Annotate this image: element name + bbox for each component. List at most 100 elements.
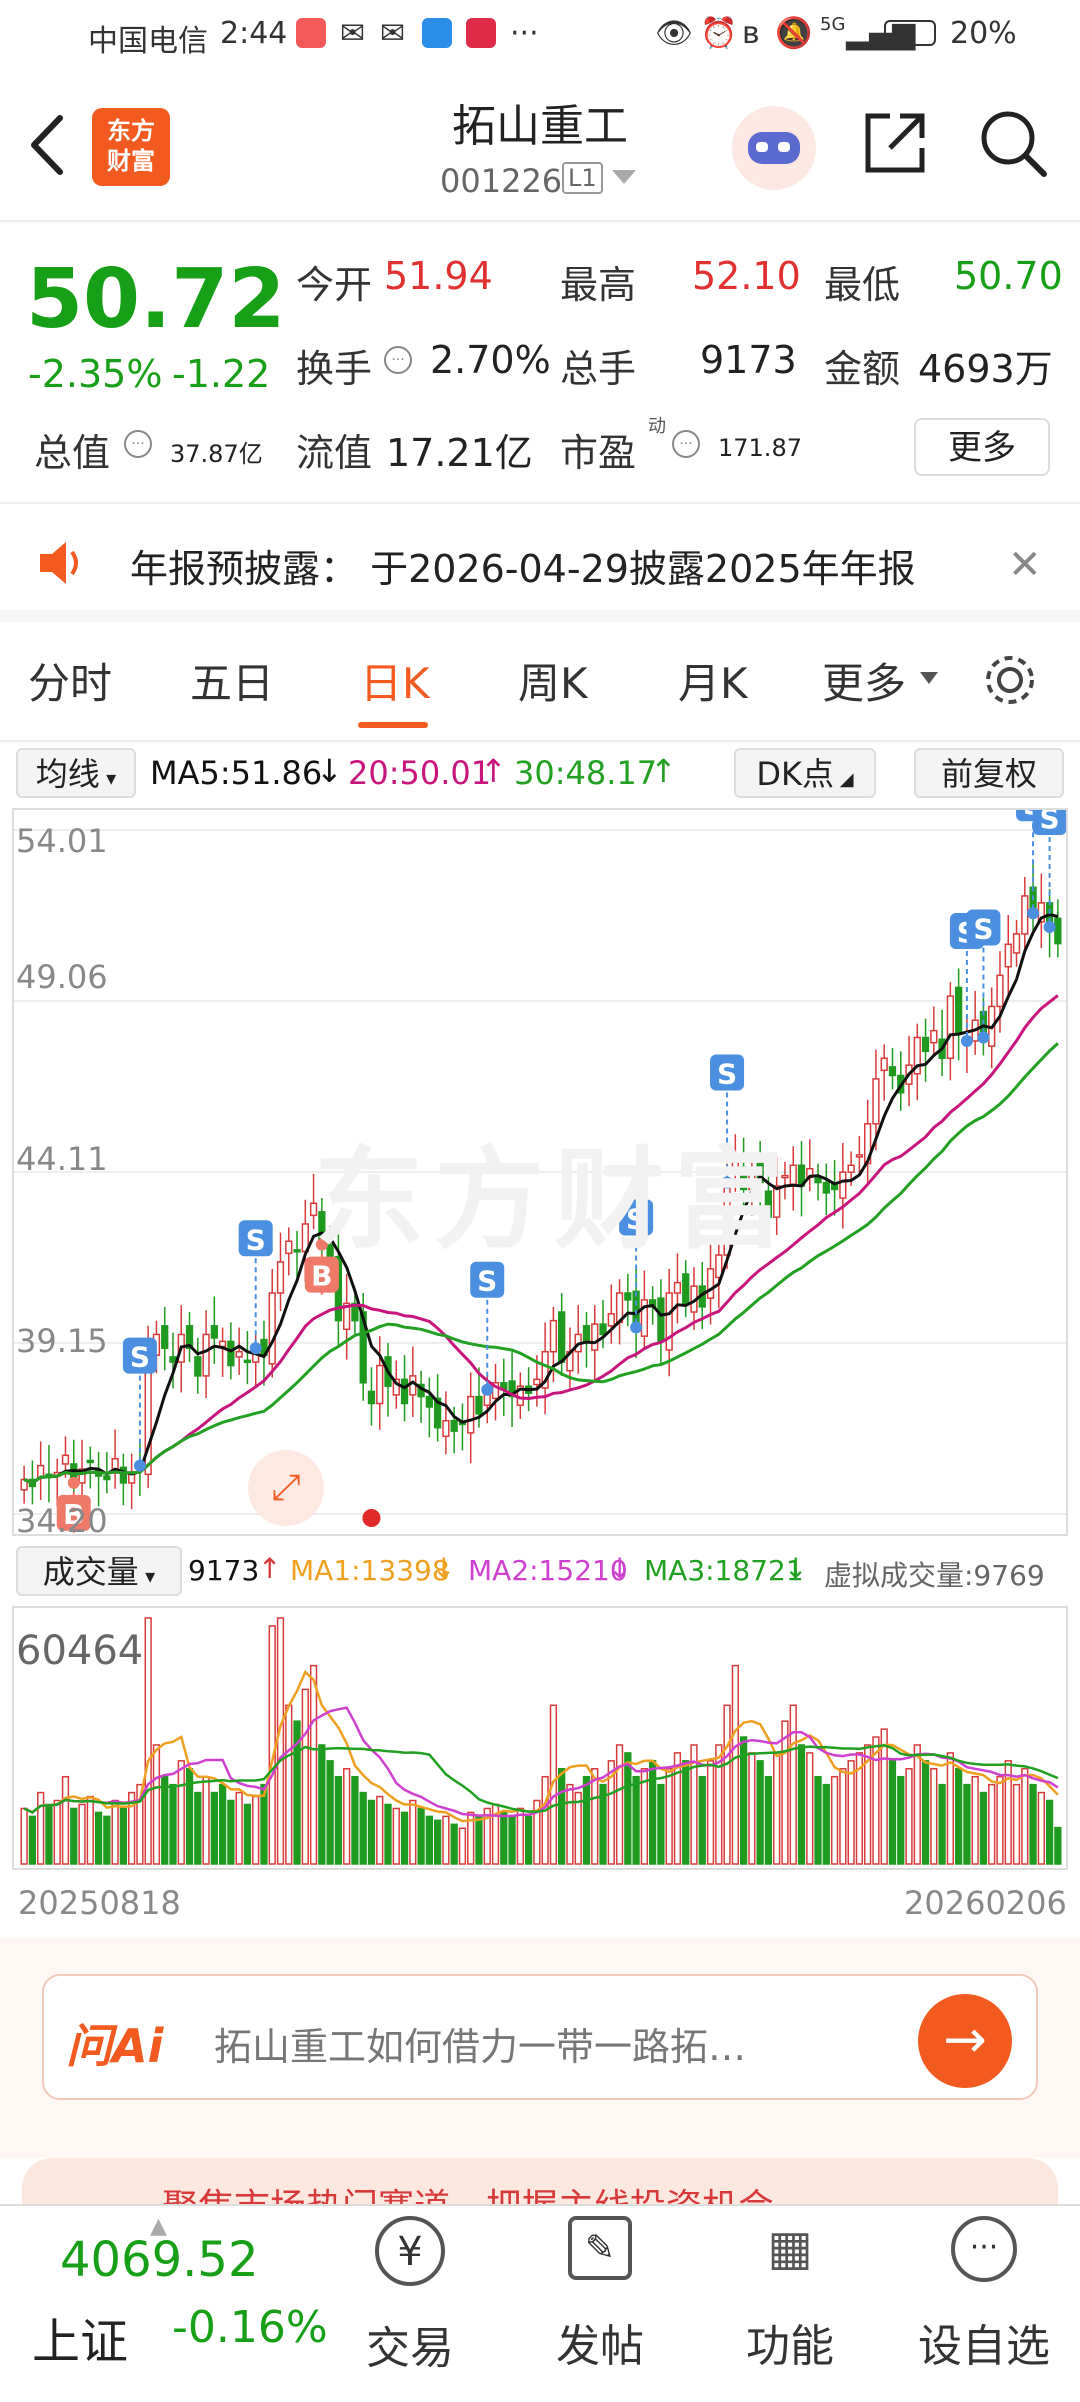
info-icon[interactable]: ··· [384,346,412,374]
chevron-down-icon[interactable] [920,672,938,684]
volume-bar [748,1752,756,1865]
back-button[interactable] [22,110,72,184]
more-quote-button[interactable]: 更多 [914,418,1050,476]
arrow-right-icon[interactable]: → [918,1994,1012,2088]
nav-trade[interactable]: ¥ 交易 [350,2216,470,2376]
dk-point-button[interactable]: DK点 ◢ [734,748,876,798]
chevron-up-icon[interactable]: ▲ [150,2214,167,2239]
nav-post[interactable]: ✎ 发帖 [540,2216,660,2374]
search-icon[interactable] [976,106,1050,184]
candle-body [946,995,955,1059]
ma-selector[interactable]: 均线 ▾ [16,748,136,798]
tab-daily-k[interactable]: 日K [360,659,430,708]
down-arrow-icon: ↓ [432,1552,456,1585]
candle-body [855,1154,864,1158]
candle-body [169,1356,177,1363]
stock-name[interactable]: 拓山重工 [452,101,628,152]
volume-bar [433,1819,442,1865]
y-tick-label: 44.11 [16,1140,108,1178]
ai-question[interactable]: 拓山重工如何借力一带一路拓… [214,2025,747,2069]
ma30-line [23,1042,1059,1485]
volume-bar [781,1720,789,1865]
candle-body [1021,895,1029,935]
kline-chart[interactable]: BSSBSSSSSSS 东方财富 54.01 49.06 44.11 39.15… [12,785,1068,1540]
volume-label: 总手 [560,347,637,391]
tab-five-day[interactable]: 五日 [190,659,275,708]
nav-watchlist[interactable]: ··· 设自选 [894,2216,1074,2374]
low-value: 50.70 [954,254,1063,298]
candle-body [558,1311,566,1363]
tab-weekly-k[interactable]: 周K [518,659,588,708]
more-circle-icon: ··· [951,2216,1017,2282]
adjust-button[interactable]: 前复权 [914,748,1064,798]
candle-body [367,1390,376,1405]
volume-bar [665,1768,673,1865]
expand-icon[interactable]: ⤢ [248,1450,324,1526]
volume-bar [723,1704,731,1865]
share-icon[interactable] [860,108,930,182]
volume-bar [351,1775,359,1865]
volume-bar [227,1799,235,1865]
float-value: 17.21亿 [386,431,533,475]
candle-body [243,1359,252,1364]
y-tick-label: 34.20 [16,1502,108,1540]
candle-body [293,1249,301,1253]
trade-marker-label: B [63,1498,84,1531]
volume-bar [591,1768,599,1865]
candle-body [996,974,1004,1008]
nav-functions[interactable]: ▦ 功能 [730,2216,850,2374]
volume-bar [1021,1768,1029,1865]
volume-bar [921,1760,930,1865]
volume-chart[interactable]: 60464 [12,1606,1068,1870]
volume-bar [1054,1826,1062,1865]
chevron-down-icon[interactable] [612,170,636,184]
volume-bar [343,1768,351,1865]
candle-body [467,1395,475,1434]
volume-bar [243,1803,252,1865]
volume-bar [607,1760,615,1865]
volume-bar [806,1752,814,1865]
volume-bar [210,1791,218,1865]
tab-timeshare[interactable]: 分时 [28,659,113,708]
candle-body [591,1323,599,1351]
amount-value: 4693万 [918,347,1053,391]
volume-selector[interactable]: 成交量 ▾ [16,1546,182,1596]
trade-marker-label: S [717,1058,737,1091]
volume-bar [516,1807,524,1865]
volume-bar [822,1783,830,1865]
candle-body [814,1176,822,1184]
notice-bar[interactable]: 年报预披露： 于2026-04-29披露2025年年报 ✕ [0,504,1080,620]
candle-body [921,1036,930,1053]
stock-header: 东方 财富 拓山重工 001226 L1 [0,70,1080,220]
trade-marker-badge [56,1494,91,1531]
volume-bar [872,1736,880,1865]
info-icon[interactable]: ··· [124,430,152,458]
virtual-volume: 虚拟成交量:9769 [824,1559,1045,1592]
edit-icon: ✎ [568,2216,632,2280]
tab-more[interactable]: 更多 [822,659,907,708]
level-badge[interactable]: L1 [562,162,603,194]
index-value[interactable]: 4069.52 [60,2232,259,2288]
volume-bar [1037,1791,1045,1865]
volume-bar [392,1807,400,1865]
marker-dot [249,1342,262,1355]
volume-bar [450,1823,458,1865]
info-icon[interactable]: ··· [672,430,700,458]
settings-icon[interactable] [980,650,1040,714]
volume-bar [682,1760,690,1865]
volume-chart-svg [20,1617,1062,1865]
close-icon[interactable]: ✕ [1008,542,1042,588]
wechat-icon: ✉ [340,16,366,51]
ai-assistant-avatar[interactable] [732,106,816,190]
volume-bar [640,1768,649,1865]
index-name: 上证 [32,2314,129,2370]
candle-body [682,1273,690,1305]
candle-body [450,1420,458,1432]
ai-ask-box[interactable]: 问Ai 拓山重工如何借力一带一路拓… → [42,1974,1038,2100]
candle-body [715,1254,723,1279]
high-value: 52.10 [692,254,801,298]
y-tick-label: 54.01 [16,822,108,860]
tab-monthly-k[interactable]: 月K [678,659,748,708]
volume-bar [78,1803,86,1865]
volume-bar [963,1783,971,1865]
